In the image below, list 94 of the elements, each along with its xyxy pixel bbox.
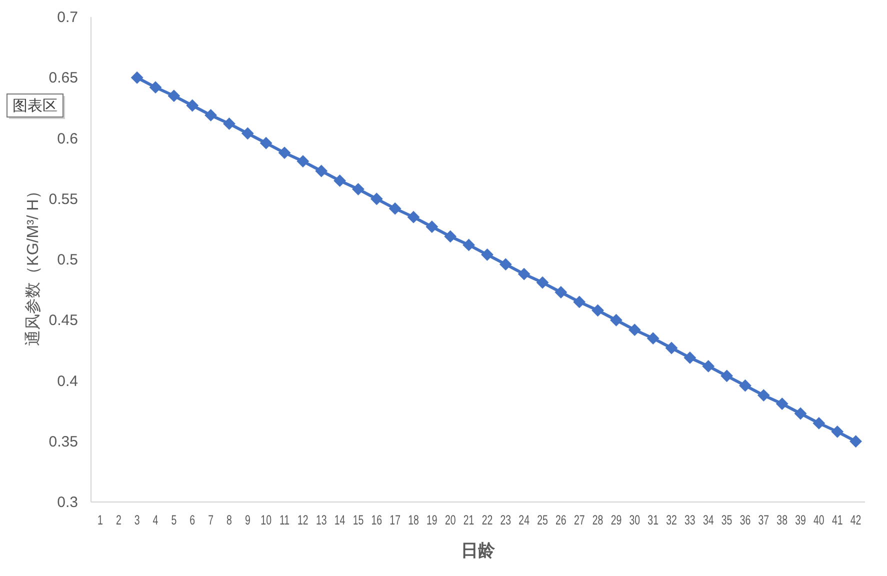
point xyxy=(426,220,438,233)
point xyxy=(702,360,714,372)
point xyxy=(352,183,364,196)
x-tick-label: 30 xyxy=(629,512,640,528)
y-tick-label: 0.6 xyxy=(57,130,78,147)
x-tick-label: 16 xyxy=(371,512,382,528)
point xyxy=(573,296,586,308)
x-tick-label: 22 xyxy=(482,512,493,528)
x-tick-label: 8 xyxy=(226,512,232,528)
x-tick-label: 4 xyxy=(152,512,159,528)
point xyxy=(150,81,162,94)
point xyxy=(610,314,622,326)
y-tick-label: 0.5 xyxy=(57,251,78,268)
x-tick-label: 20 xyxy=(444,512,456,528)
point xyxy=(500,258,512,270)
point xyxy=(462,238,475,251)
y-tick-label: 0.55 xyxy=(48,190,78,208)
x-tick-label: 32 xyxy=(666,512,677,528)
point xyxy=(278,146,290,159)
point xyxy=(812,417,825,430)
point xyxy=(131,72,144,84)
point xyxy=(296,155,309,168)
annotation: 图表区 xyxy=(6,94,65,119)
point xyxy=(831,426,844,438)
y-tick-label: 0.35 xyxy=(48,432,78,450)
x-tick-label: 3 xyxy=(134,512,140,528)
x-tick-label: 39 xyxy=(795,512,806,528)
x-tick-label: 23 xyxy=(500,512,512,528)
point xyxy=(408,211,420,224)
x-tick-label: 34 xyxy=(702,512,714,528)
x-tick-label: 12 xyxy=(298,512,308,528)
x-tick-label: 17 xyxy=(390,512,400,528)
y-tick-label: 0.3 xyxy=(57,494,78,510)
point xyxy=(628,324,641,336)
x-tick-label: 2 xyxy=(116,512,122,528)
x-tick-label: 7 xyxy=(208,512,214,528)
point xyxy=(204,109,217,122)
point xyxy=(536,276,548,289)
x-axis-title: 日龄 xyxy=(461,540,495,560)
point xyxy=(684,352,696,364)
point xyxy=(758,389,770,402)
point xyxy=(444,230,456,242)
x-tick-label: 21 xyxy=(463,512,474,528)
y-tick-label: 0.45 xyxy=(48,312,78,329)
point xyxy=(242,127,254,140)
point xyxy=(794,407,806,420)
x-tick-label: 33 xyxy=(684,512,696,528)
point xyxy=(334,174,346,187)
y-tick-label: 0.4 xyxy=(57,372,78,390)
x-tick-label: 19 xyxy=(426,512,438,528)
x-tick-label: 27 xyxy=(574,512,585,528)
y-tick-label: 0.65 xyxy=(48,69,78,86)
point xyxy=(739,380,752,392)
x-tick-label: 25 xyxy=(537,512,548,528)
x-tick-label: 9 xyxy=(244,512,250,528)
point xyxy=(720,370,733,382)
point xyxy=(389,202,402,215)
point xyxy=(518,268,530,280)
x-tick-label: 37 xyxy=(758,512,770,528)
x-tick-label: 28 xyxy=(592,512,604,528)
point xyxy=(260,137,272,150)
point xyxy=(481,248,494,261)
x-tick-label: 15 xyxy=(352,512,364,528)
x-tick-label: 42 xyxy=(850,512,862,528)
x-tick-label: 41 xyxy=(832,512,843,528)
x-tick-label: 36 xyxy=(740,512,751,528)
point xyxy=(850,435,862,448)
x-tick-label: 6 xyxy=(190,512,196,528)
x-tick-label: 10 xyxy=(260,512,272,528)
point xyxy=(223,118,236,130)
point xyxy=(647,332,660,344)
x-tick-label: 26 xyxy=(556,512,567,528)
point xyxy=(315,164,328,177)
x-tick-label: 18 xyxy=(408,512,420,528)
x-tick-label: 13 xyxy=(316,512,328,528)
point xyxy=(186,100,198,112)
x-tick-label: 38 xyxy=(776,512,788,528)
x-tick-label: 5 xyxy=(171,512,178,528)
point xyxy=(666,342,678,354)
y-axis-title: 通风参数（KG/M³/ H） xyxy=(24,183,42,346)
x-tick-label: 35 xyxy=(721,512,733,528)
x-tick-label: 24 xyxy=(518,512,530,528)
point xyxy=(168,90,180,102)
x-tick-label: 29 xyxy=(610,512,622,528)
point xyxy=(370,192,383,205)
point xyxy=(592,304,604,316)
x-tick-label: 14 xyxy=(334,512,346,528)
y-tick-label: 0.7 xyxy=(57,8,78,26)
x-tick-label: 11 xyxy=(279,512,290,528)
x-tick-label: 1 xyxy=(98,512,103,528)
x-tick-label: 40 xyxy=(814,512,825,528)
point xyxy=(776,398,788,410)
x-tick-label: 31 xyxy=(648,512,658,528)
point xyxy=(554,286,567,298)
